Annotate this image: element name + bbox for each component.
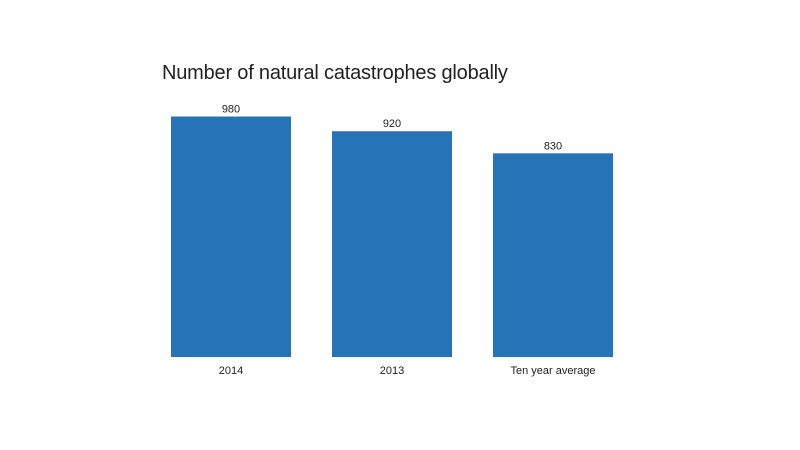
value-label-1: 920 — [383, 118, 401, 130]
bar-2 — [493, 153, 613, 357]
bar-1 — [332, 131, 452, 357]
category-label-2: Ten year average — [511, 365, 596, 377]
value-label-0: 980 — [222, 104, 240, 116]
category-label-1: 2013 — [380, 365, 404, 377]
category-label-0: 2014 — [219, 365, 243, 377]
bar-0 — [171, 116, 291, 358]
chart-title: Number of natural catastrophes globally — [162, 62, 508, 84]
value-label-2: 830 — [544, 140, 562, 152]
